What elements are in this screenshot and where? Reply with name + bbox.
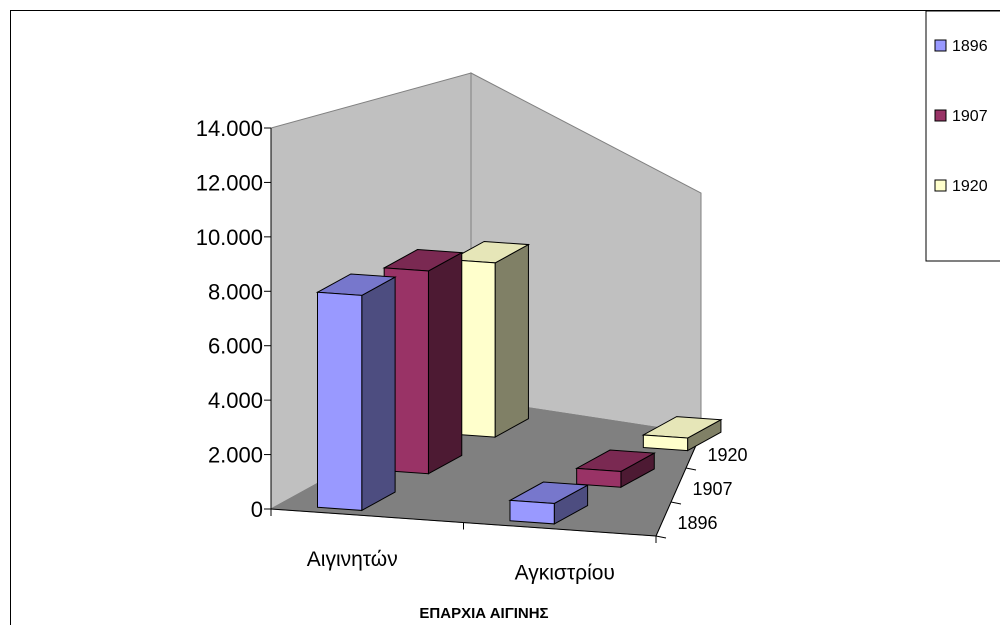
bar-1907-Αγκιστρίου [574, 449, 657, 489]
depth-label: 1896 [678, 513, 718, 533]
legend-label-1920: 1920 [952, 178, 988, 195]
legend-label-1896: 1896 [952, 38, 988, 55]
bar-1896-Αιγινητών [315, 273, 397, 512]
chart-labels: 0 2.000 4.000 6.000 8.000 10.000 12.000 14.000 Α… [196, 116, 748, 622]
y-tick-label: 8.000 [208, 279, 263, 304]
x-axis-title: ΕΠΑΡΧΙΑ ΑΙΓΙΝΗΣ [419, 605, 548, 622]
bar-side [361, 276, 396, 512]
bar-1907-Αιγινητών [382, 249, 464, 475]
chart-legend: 1896 1907 1920 [925, 11, 1000, 262]
y-tick-label: 4.000 [208, 388, 263, 413]
bar-1920-Αιγινητών [449, 240, 531, 438]
legend-label-1907: 1907 [952, 108, 988, 125]
depth-tick [670, 501, 682, 505]
category-label: Αγκιστρίου [515, 561, 615, 584]
depth-axis-line [655, 433, 702, 537]
legend-box [925, 11, 1000, 262]
bar-1920-Αγκιστρίου [641, 416, 723, 452]
legend-swatch-1920 [934, 179, 947, 192]
y-tick-label: 6.000 [208, 334, 263, 359]
bar-side [494, 243, 529, 438]
y-tick-label: 10.000 [196, 225, 263, 250]
depth-tick [655, 535, 667, 539]
bar-side [427, 251, 463, 475]
y-tick-label: 2.000 [208, 443, 263, 468]
y-tick-label: 12.000 [196, 170, 263, 195]
bar-1896-Αγκιστρίου [508, 481, 590, 525]
legend-swatch-1907 [934, 109, 947, 122]
bar-front [576, 467, 622, 488]
bar-chart-3d: 0 2.000 4.000 6.000 8.000 10.000 12.000 14.000 Α… [196, 11, 1000, 622]
category-label: Αιγινητών [307, 548, 398, 571]
legend-swatch-1896 [934, 39, 947, 52]
y-tick-label: 14.000 [196, 116, 263, 141]
chart-bars [315, 240, 723, 525]
bar-front [509, 499, 555, 525]
y-tick-label: 0 [251, 497, 263, 522]
chart-axes [264, 127, 712, 543]
chart-area: 0 2.000 4.000 6.000 8.000 10.000 12.000 14.000 Α… [10, 10, 1000, 625]
depth-label: 1920 [708, 445, 748, 465]
depth-tick [685, 467, 697, 471]
bar-front [642, 434, 689, 452]
bar-front [317, 291, 363, 511]
depth-label: 1907 [693, 479, 733, 499]
